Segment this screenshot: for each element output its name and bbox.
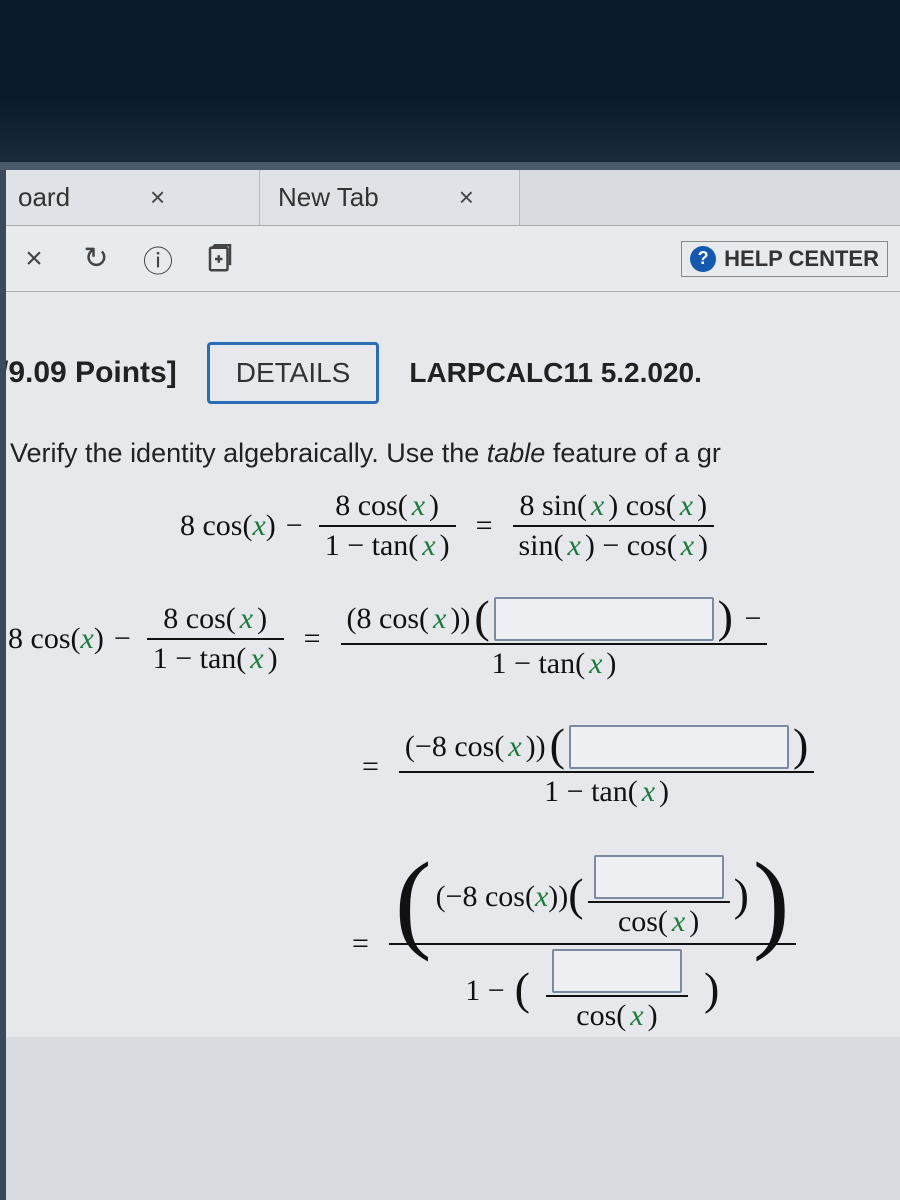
answer-input-1[interactable] <box>494 597 714 641</box>
prompt-tail: feature of a gr <box>545 438 721 468</box>
help-center-button[interactable]: ? HELP CENTER <box>681 241 888 277</box>
step-2: = (−8 cos(x))( ) 1 − tan(x) <box>348 723 892 811</box>
close-icon[interactable]: × <box>150 182 165 213</box>
prompt-italic: table <box>487 438 546 468</box>
help-center-label: HELP CENTER <box>724 246 879 272</box>
answer-input-2[interactable] <box>569 725 789 769</box>
browser-tab-1[interactable]: New Tab × <box>260 170 520 225</box>
step-1: 8 cos(x) − 8 cos(x) 1 − tan(x) = (8 cos(… <box>8 595 892 683</box>
question-prompt: Verify the identity algebraically. Use t… <box>0 434 900 487</box>
close-icon[interactable]: × <box>459 182 474 213</box>
monitor-bezel-left <box>0 170 6 1200</box>
identity-equation: 8 cos(x) − 8 cos(x) 1 − tan(x) = 8 sin(x… <box>8 487 892 565</box>
step-3: = ( (−8 cos(x)) ( cos(x) ) <box>338 851 892 1037</box>
browser-toolbar: × ↻ ⓘ ? HELP CENTER <box>0 226 900 292</box>
question-icon: ? <box>690 246 716 272</box>
answer-input-4[interactable] <box>552 949 682 993</box>
question-header: /9.09 Points] DETAILS LARPCALC11 5.2.020… <box>0 292 900 434</box>
close-icon[interactable]: × <box>12 237 56 281</box>
add-page-icon[interactable] <box>198 237 242 281</box>
answer-input-3[interactable] <box>594 855 724 899</box>
points-label: /9.09 Points] <box>0 356 177 390</box>
tab-label: oard <box>18 182 70 213</box>
page-content: /9.09 Points] DETAILS LARPCALC11 5.2.020… <box>0 292 900 1037</box>
prompt-lead: Verify the identity algebraically. Use t… <box>10 438 487 468</box>
math-area: 8 cos(x) − 8 cos(x) 1 − tan(x) = 8 sin(x… <box>0 487 900 1037</box>
source-label: LARPCALC11 5.2.020. <box>409 357 702 389</box>
reload-icon[interactable]: ↻ <box>74 237 118 281</box>
info-icon[interactable]: ⓘ <box>136 237 180 281</box>
tab-label: New Tab <box>278 182 379 213</box>
details-button[interactable]: DETAILS <box>207 342 380 404</box>
monitor-bezel-top <box>0 0 900 170</box>
browser-tab-strip: oard × New Tab × <box>0 170 900 226</box>
browser-tab-0[interactable]: oard × <box>0 170 260 225</box>
